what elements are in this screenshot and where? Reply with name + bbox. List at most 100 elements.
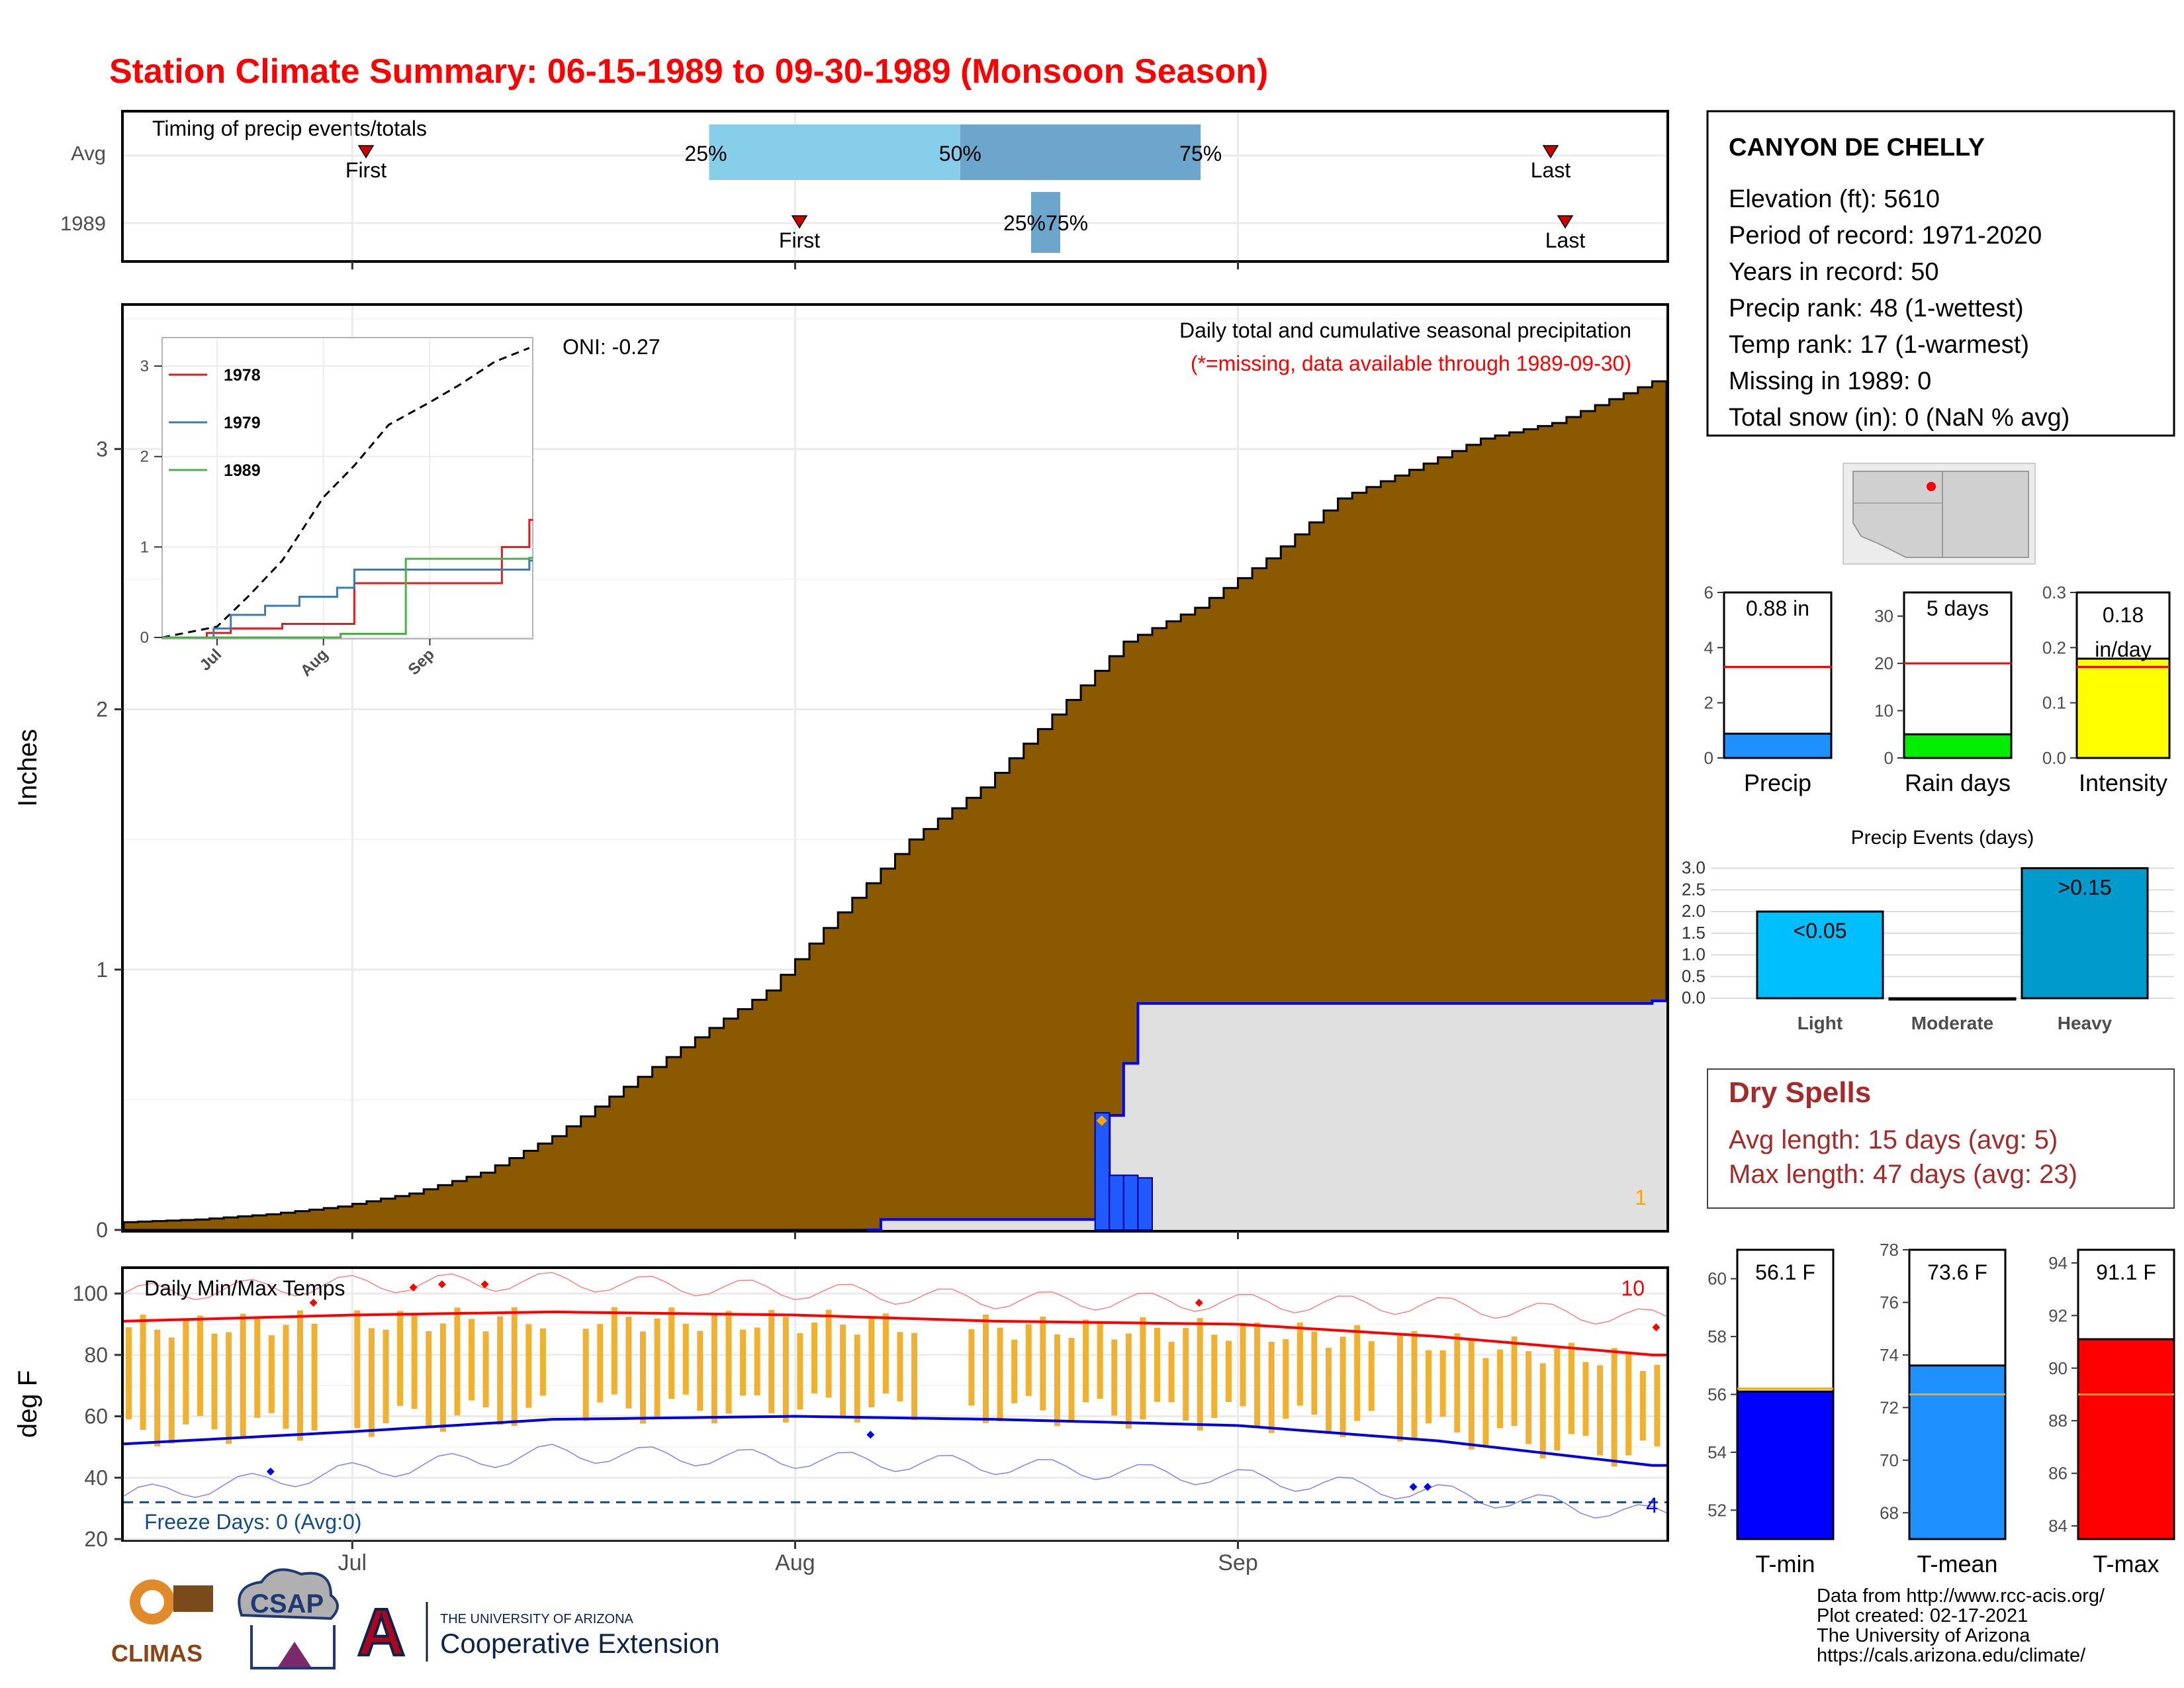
- csap-wordmark: CSAP: [250, 1589, 324, 1618]
- daily-temp-bar: [525, 1324, 532, 1408]
- daily-precip-bar: [1109, 1174, 1124, 1231]
- daily-temp-bar: [1311, 1331, 1318, 1415]
- inset-ytick-label: 1: [140, 538, 149, 556]
- daily-temp-bar: [197, 1315, 203, 1416]
- timing-row-year: 1989: [60, 212, 106, 235]
- daily-temp-bar: [1340, 1336, 1346, 1437]
- daily-temp-bar: [625, 1317, 632, 1409]
- daily-temp-bar: [1454, 1333, 1461, 1433]
- timing-marker: [791, 215, 808, 229]
- precip-bar: [1723, 732, 1833, 759]
- precip-frame: [1723, 591, 1833, 759]
- timing-marker-label: Last: [1531, 158, 1571, 182]
- intensity-ytick-label: 0.1: [2042, 693, 2066, 713]
- daily-temp-bar: [1140, 1317, 1146, 1420]
- daily-precip-bar: [1094, 1112, 1111, 1231]
- daily-temp-bar: [469, 1319, 475, 1401]
- daily-temp-bar: [882, 1313, 889, 1393]
- timing-marker-label: First: [779, 228, 820, 252]
- events-category-label: Light: [1797, 1013, 1843, 1033]
- dry-spells-title: Dry Spells: [1729, 1076, 1871, 1109]
- events-ytick-label: 1.5: [1682, 923, 1706, 943]
- daily-temp-bar: [1154, 1327, 1160, 1402]
- climas-wordmark: CLIMAS: [111, 1640, 203, 1667]
- events-ytick-label: 0.0: [1682, 988, 1706, 1008]
- inset-legend-label: 1979: [224, 414, 261, 432]
- daily-temp-bar: [682, 1323, 689, 1395]
- daily-temp-bar: [140, 1315, 146, 1430]
- timing-marker-label: First: [345, 158, 387, 182]
- daily-temp-bar: [911, 1333, 918, 1421]
- daily-temp-bar: [454, 1307, 461, 1416]
- daily-temp-bar: [1511, 1336, 1518, 1427]
- precip-label: Precip: [1744, 769, 1811, 796]
- daily-temp-bar: [1539, 1363, 1546, 1459]
- daily-temp-bar: [768, 1309, 775, 1413]
- csap-logo: CSAP: [238, 1568, 339, 1669]
- events-ytick-label: 1.0: [1682, 945, 1706, 964]
- precip-panel: 0 1 2 3 Inches Daily total and cumulative s…: [13, 303, 1669, 1242]
- events-ytick-label: 3.0: [1682, 858, 1706, 878]
- daily-temp-bar: [1025, 1324, 1032, 1396]
- record-high-marker: [309, 1299, 318, 1307]
- hot-count: 10: [1621, 1276, 1645, 1300]
- events-title: Precip Events (days): [1851, 827, 2034, 849]
- daily-temp-bar: [1554, 1348, 1561, 1451]
- timing-marker: [1542, 145, 1559, 159]
- daily-temp-bar: [1125, 1333, 1132, 1429]
- climas-logo: CLIMAS: [111, 1579, 213, 1667]
- daily-temp-bar: [1211, 1335, 1218, 1419]
- tmax-ytick-label: 84: [2048, 1516, 2068, 1536]
- intensity-unit: in/day: [2095, 637, 2151, 661]
- month-label: Jul: [338, 1550, 367, 1575]
- tmean-bar: [1908, 1364, 2007, 1540]
- tmin-bar: [1736, 1390, 1835, 1540]
- record-low-marker: [866, 1430, 875, 1439]
- tmax-ytick-label: 86: [2048, 1464, 2068, 1483]
- daily-temp-bar: [1368, 1341, 1375, 1411]
- timing-panel: Timing of precip events/totals Avg 1989 …: [60, 110, 1669, 269]
- page-title: Station Climate Summary: 06-15-1989 to 0…: [109, 52, 1268, 91]
- tmin-value: 56.1 F: [1755, 1260, 1815, 1284]
- daily-temp-bar: [254, 1319, 261, 1418]
- tmean-ytick-label: 72: [1880, 1397, 1899, 1417]
- tmax-value: 91.1 F: [2096, 1260, 2156, 1284]
- daily-temp-bar: [268, 1335, 275, 1413]
- daily-temp-bar: [825, 1309, 832, 1398]
- cold-count: 4: [1646, 1493, 1658, 1517]
- daily-temp-bar: [1097, 1321, 1103, 1399]
- daily-temp-bar: [168, 1337, 175, 1444]
- rain_days-value: 5 days: [1927, 596, 1989, 620]
- daily-temp-bar: [383, 1329, 389, 1423]
- inset-ytick-label: 0: [140, 629, 149, 647]
- record-high-marker: [409, 1283, 418, 1291]
- daily-temp-bar: [511, 1307, 518, 1427]
- record-high-marker: [1652, 1323, 1661, 1332]
- intensity-ytick-label: 0.2: [2042, 637, 2066, 657]
- daily-temp-bar: [968, 1329, 975, 1406]
- temp-ytick-label: 80: [84, 1343, 108, 1367]
- inset-series-1979: [162, 559, 533, 639]
- record-high-marker: [1195, 1299, 1203, 1307]
- daily-temp-bar: [668, 1307, 675, 1399]
- precip-ytick-label: 2: [96, 698, 108, 722]
- precip-value: 0.88 in: [1746, 596, 1809, 620]
- tmax-ytick-label: 90: [2048, 1358, 2068, 1378]
- events-ytick-label: 2.0: [1682, 901, 1706, 921]
- daily-temp-bar: [1011, 1339, 1018, 1403]
- events-bar-moderate: [1888, 997, 2017, 1001]
- tmax-ytick-label: 94: [2048, 1253, 2068, 1273]
- timing-row-avg: Avg: [71, 142, 106, 165]
- daily-temp-bar: [226, 1332, 232, 1444]
- tmean-value: 73.6 F: [1927, 1260, 1987, 1284]
- temp-y-label: deg F: [13, 1370, 42, 1438]
- daily-temp-bar: [297, 1310, 303, 1441]
- station-info: CANYON DE CHELLY Elevation (ft): 5610 Pe…: [1706, 110, 2175, 437]
- daily-temp-bar: [482, 1331, 489, 1408]
- station-line: Temp rank: 17 (1-warmest): [1729, 331, 2029, 359]
- intensity-ytick-label: 0.0: [2042, 748, 2066, 768]
- intensity-bar: [2075, 657, 2171, 759]
- timing-1989-overlap: 25%75%: [1003, 211, 1088, 235]
- temp-title: Daily Min/Max Temps: [144, 1276, 345, 1300]
- daily-temp-bar: [1654, 1364, 1661, 1446]
